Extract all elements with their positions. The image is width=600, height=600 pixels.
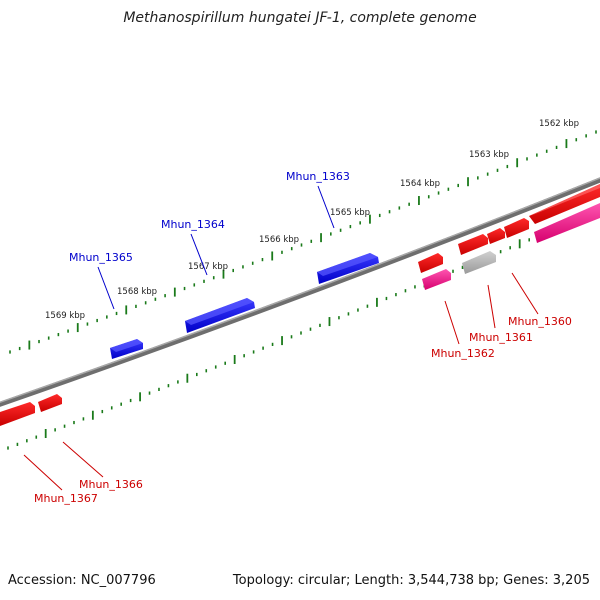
tick-label: 1563 kbp	[469, 150, 509, 160]
gene-label[interactable]: Mhun_1366	[79, 478, 143, 491]
gene-mhun-1362[interactable]	[418, 253, 443, 273]
accession-text: Accession: NC_007796	[8, 573, 156, 588]
gene-mhun-1365[interactable]	[110, 339, 143, 359]
gene-label[interactable]: Mhun_1365	[69, 251, 133, 264]
gene-mhun-1360[interactable]	[529, 184, 600, 224]
gene-red-a[interactable]	[504, 218, 529, 238]
gene-mhun-1367[interactable]	[0, 402, 35, 426]
genome-backbone	[0, 177, 600, 407]
gene-mhun-1361[interactable]	[458, 234, 488, 255]
page-title: Methanospirillum hungatei JF-1, complete…	[123, 10, 477, 26]
gene-label[interactable]: Mhun_1360	[508, 315, 572, 328]
upper-tick-row	[9, 130, 597, 354]
gene-red-b[interactable]	[487, 228, 505, 244]
gene-pink-long[interactable]	[534, 203, 600, 243]
gene-label[interactable]: Mhun_1363	[286, 170, 350, 183]
leader-lines	[23, 185, 539, 491]
tick-label: 1562 kbp	[539, 119, 579, 129]
gene-mhun-1364[interactable]	[185, 298, 255, 333]
gene-mhun-1366[interactable]	[38, 394, 62, 412]
tick-labels: 1562 kbp 1563 kbp 1564 kbp 1565 kbp 1566…	[45, 119, 579, 321]
pseudo-genes	[422, 203, 600, 290]
plus-strand-genes	[110, 253, 379, 359]
gene-mhun-1363[interactable]	[317, 253, 379, 284]
genome-summary-text: Topology: circular; Length: 3,544,738 bp…	[232, 573, 590, 588]
gene-label[interactable]: Mhun_1364	[161, 218, 225, 231]
gene-labels: Mhun_1363 Mhun_1364 Mhun_1365 Mhun_1360 …	[34, 170, 572, 505]
tick-label: 1567 kbp	[188, 262, 228, 272]
gene-label[interactable]: Mhun_1362	[431, 347, 495, 360]
tick-label: 1568 kbp	[117, 287, 157, 297]
gene-grey[interactable]	[462, 251, 496, 274]
tick-label: 1566 kbp	[259, 235, 299, 245]
tick-label: 1564 kbp	[400, 179, 440, 189]
tick-label: 1569 kbp	[45, 311, 85, 321]
minus-strand-genes	[0, 184, 600, 426]
gene-label[interactable]: Mhun_1361	[469, 331, 533, 344]
gene-pink-short[interactable]	[422, 269, 451, 290]
tick-label: 1565 kbp	[330, 208, 370, 218]
gene-label[interactable]: Mhun_1367	[34, 492, 98, 505]
genome-backbone-highlight	[0, 177, 600, 404]
